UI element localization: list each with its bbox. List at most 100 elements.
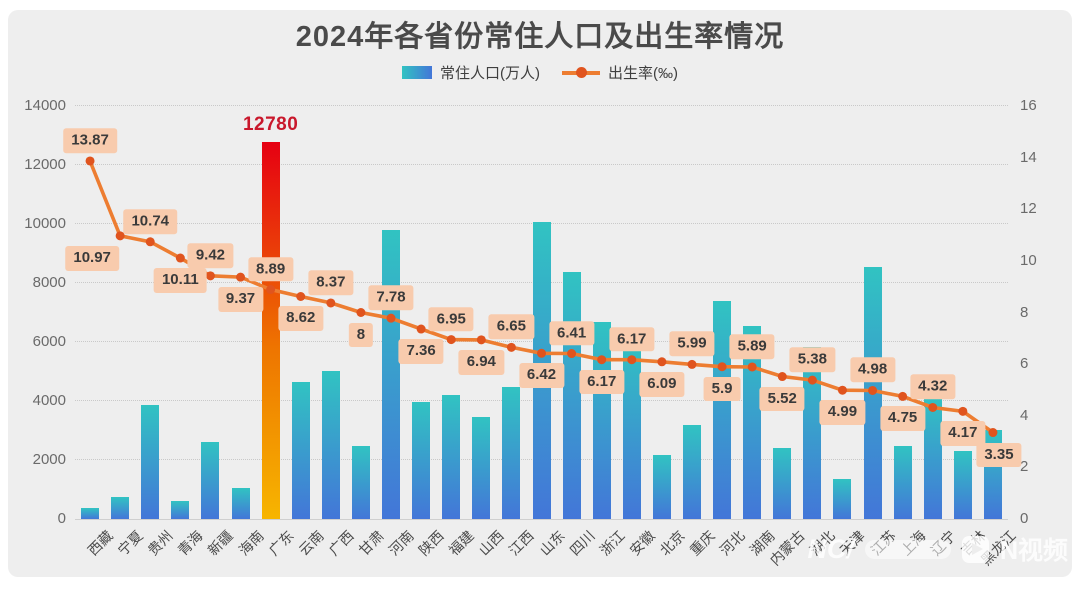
population-bar [682,424,701,519]
population-bar [201,442,220,519]
birth-rate-label: 7.78 [368,285,414,311]
right-axis-tick: 2 [1020,458,1029,476]
left-axis-tick: 0 [57,510,66,527]
birth-rate-label: 4.17 [940,421,986,447]
line-marker [807,375,817,385]
birth-rate-label: 4.32 [910,374,956,400]
population-bar [923,396,942,519]
line-marker [85,156,95,166]
population-bar-highlight [261,141,280,519]
population-bar [773,448,792,519]
chart-title: 2024年各省份常住人口及出生率情况 [295,21,785,53]
line-marker [446,335,456,345]
right-axis-tick: 0 [1020,510,1029,527]
birth-rate-label: 5.89 [729,334,775,359]
legend-line-marker-icon [575,67,587,78]
birth-rate-label: 6.41 [548,320,595,346]
line-marker [777,372,787,382]
left-axis-tick: 14000 [24,97,66,114]
birth-rate-label: 10.11 [153,268,207,293]
gridline [75,164,1008,165]
left-axis-tick: 8000 [32,274,66,291]
birth-rate-label: 8 [348,322,374,348]
population-bar [713,300,732,519]
left-axis-tick: 4000 [32,392,66,409]
legend-line-label: 出生率(‰) [608,65,678,82]
play-icon [961,535,989,563]
population-bar [652,454,671,519]
line-marker [597,355,607,365]
line-marker [627,355,637,365]
birth-rate-label: 10.74 [123,209,178,234]
birth-rate-label: 9.42 [187,243,234,268]
line-marker [296,291,306,301]
population-bar [111,497,130,519]
birth-rate-label: 5.9 [703,376,741,402]
line-marker [898,391,908,401]
left-axis-tick: 6000 [32,333,66,350]
birth-rate-label: 8.37 [308,270,354,295]
right-axis-tick: 8 [1020,303,1029,321]
right-axis-tick: 6 [1020,355,1029,373]
line-marker [868,385,878,395]
population-bar [442,395,461,519]
birth-rate-label: 5.38 [789,347,835,373]
right-axis-tick: 10 [1020,251,1037,269]
left-axis-tick: 2000 [32,451,66,468]
birth-rate-label: 7.36 [398,339,444,364]
population-bar [351,446,370,519]
birth-rate-label: 5.99 [669,331,715,357]
line-marker [326,298,336,308]
population-bar [893,445,912,519]
line-marker [145,237,155,247]
birth-rate-label: 8.62 [278,306,324,332]
birth-rate-label: 6.09 [639,371,685,397]
birth-rate-label: 6.17 [579,369,625,395]
left-axis-tick: 12000 [24,156,66,173]
watermark-logo-text: NC/ [807,533,854,564]
line-marker [266,285,276,295]
line-marker [928,402,938,412]
legend: 常住人口(万人) 出生率(‰) [0,62,1080,83]
watermark: NC/ N视频 [807,531,1068,567]
line-marker [506,342,516,352]
watermark-pill [864,539,951,559]
line-marker [476,335,486,345]
birth-rate-label: 6.94 [458,349,504,375]
right-axis-tick: 14 [1020,148,1037,166]
population-bar [321,370,340,519]
line-marker [386,313,396,323]
line-marker [175,253,185,263]
birth-rate-label: 6.17 [609,326,655,352]
population-bar [291,382,310,519]
birth-rate-label: 5.52 [759,386,805,412]
legend-bar-swatch [402,66,432,79]
population-bar [502,386,521,519]
birth-rate-label: 8.89 [248,256,294,282]
population-bar [81,508,100,519]
watermark-brand-text: N视频 [999,537,1068,565]
line-marker [567,349,577,359]
population-bar [472,417,491,519]
birth-rate-label: 3.35 [976,442,1022,468]
line-marker [205,271,215,281]
line-marker [416,324,426,334]
line-marker [837,385,847,395]
highlight-value-label: 12780 [242,113,299,135]
line-marker [236,272,246,282]
right-axis-tick: 16 [1020,97,1037,114]
line-marker [657,357,667,367]
birth-rate-label: 4.99 [819,400,866,425]
line-marker [958,406,968,416]
population-bar [171,501,190,519]
population-bar [743,325,762,519]
left-axis-tick: 10000 [24,215,66,232]
line-marker [717,362,727,372]
population-bar [141,404,160,519]
population-bar [803,347,822,519]
birth-rate-label: 10.97 [65,245,119,271]
x-axis-line [75,519,1008,520]
birth-rate-label: 4.75 [880,406,926,432]
birth-rate-label: 6.95 [428,306,474,332]
